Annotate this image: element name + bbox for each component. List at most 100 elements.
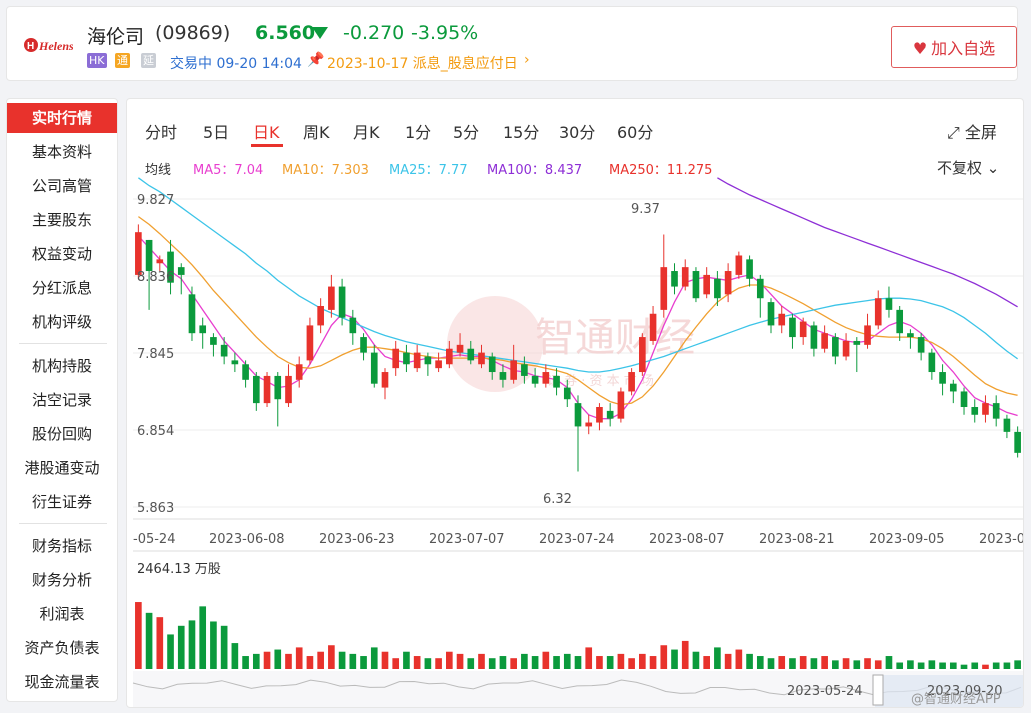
- svg-text:H: H: [27, 41, 34, 52]
- sidebar-item-11[interactable]: 衍生证券: [31, 493, 92, 511]
- tab-6[interactable]: 5分: [453, 123, 480, 142]
- range-selection: [875, 675, 1023, 707]
- add-to-watchlist-button[interactable]: ♥ 加入自选: [891, 26, 1017, 68]
- price-change: -0.270: [343, 22, 405, 44]
- low-label: 6.32: [543, 492, 572, 507]
- candle-body: [188, 294, 196, 334]
- volume-bar: [499, 656, 507, 669]
- sidebar-item-12[interactable]: 财务指标: [31, 537, 92, 555]
- volume-bar: [231, 643, 239, 669]
- candle-body: [864, 325, 871, 345]
- volume-bar: [413, 656, 421, 669]
- candle-body: [756, 278, 764, 299]
- tab-9[interactable]: 60分: [617, 123, 654, 142]
- delayed-badge: 延: [141, 53, 156, 68]
- ma-value-3: MA100：8.437: [487, 163, 583, 178]
- volume-bar: [917, 662, 925, 669]
- tab-7[interactable]: 15分: [503, 123, 540, 142]
- candle-body: [135, 232, 142, 275]
- candle-body: [392, 348, 400, 369]
- range-handle: [872, 674, 884, 706]
- tab-5[interactable]: 1分: [405, 123, 432, 142]
- chevron-right-icon[interactable]: ›: [524, 52, 530, 68]
- candle-body: [563, 387, 571, 400]
- down-arrow-icon: [312, 27, 328, 39]
- volume-bar: [242, 656, 249, 669]
- tab-3[interactable]: 周K: [303, 123, 330, 142]
- volume-bar: [746, 653, 753, 669]
- candle-body: [971, 407, 979, 415]
- candle-body: [220, 344, 228, 357]
- sidebar-item-7[interactable]: 机构持股: [31, 357, 92, 375]
- volume-bar: [360, 656, 367, 669]
- sidebar-item-10[interactable]: 港股通变动: [24, 459, 100, 477]
- volume-bar: [177, 625, 185, 669]
- fullscreen-button[interactable]: ⤢ 全屏: [947, 119, 997, 143]
- volume-bar: [252, 653, 260, 669]
- sidebar-item-16[interactable]: 现金流量表: [24, 673, 100, 691]
- candle-body: [295, 364, 303, 380]
- candle-body: [681, 267, 689, 287]
- candle-body: [799, 321, 807, 338]
- x-tick-label: 2023-08-21: [759, 532, 835, 547]
- volume-bar: [832, 660, 839, 669]
- x-tick-label: 2023-08-07: [649, 532, 725, 547]
- volume-bar: [874, 660, 882, 669]
- ma-line-ma100: [717, 177, 1018, 308]
- sidebar-divider: [19, 343, 107, 344]
- candle-body: [982, 403, 989, 415]
- candle-body: [542, 372, 550, 384]
- x-tick-label: 2023-07-07: [429, 532, 505, 547]
- volume-bar: [349, 653, 357, 669]
- candle-body: [435, 360, 442, 369]
- volume-bar: [156, 617, 164, 669]
- volume-bar: [821, 656, 828, 669]
- candle-body: [649, 313, 657, 341]
- tab-4[interactable]: 月K: [353, 123, 380, 142]
- candle-body: [928, 352, 936, 373]
- tab-1[interactable]: 5日: [203, 123, 230, 142]
- sidebar-item-6[interactable]: 机构评级: [31, 313, 92, 331]
- tab-8[interactable]: 30分: [559, 123, 596, 142]
- candle-body: [306, 325, 314, 361]
- high-label: 9.37: [631, 202, 660, 217]
- y-tick-label: 7.845: [137, 347, 174, 362]
- candle-body: [360, 337, 367, 353]
- dividend-notice[interactable]: 2023-10-17 派息_股息应付日: [327, 56, 518, 72]
- volume-bar: [274, 649, 282, 669]
- candle-body: [853, 340, 861, 345]
- volume-bar: [328, 645, 335, 669]
- sidebar-item-2[interactable]: 公司高管: [31, 177, 92, 195]
- volume-bar: [724, 653, 732, 669]
- candle-body: [338, 286, 346, 318]
- stock-connect-badge: 通: [115, 53, 130, 68]
- candle-body: [585, 422, 593, 427]
- sidebar-item-5[interactable]: 分红派息: [31, 279, 92, 297]
- sidebar-item-14[interactable]: 利润表: [39, 605, 85, 623]
- volume-bar: [199, 606, 207, 669]
- tab-2[interactable]: 日K: [253, 123, 280, 142]
- volume-bar: [370, 647, 378, 669]
- sidebar-item-8[interactable]: 沽空记录: [31, 391, 92, 409]
- volume-bar: [756, 656, 764, 669]
- sidebar: 实时行情基本资料公司高管主要股东权益变动分红派息机构评级机构持股沽空记录股份回购…: [6, 98, 118, 702]
- candle-body: [242, 364, 249, 380]
- sidebar-item-1[interactable]: 基本资料: [31, 143, 92, 161]
- sidebar-item-15[interactable]: 资产负债表: [24, 639, 100, 657]
- volume-label: 2464.13 万股: [137, 562, 221, 577]
- sidebar-item-13[interactable]: 财务分析: [31, 571, 92, 589]
- candle-body: [821, 333, 828, 349]
- candle-body: [832, 337, 839, 357]
- fullscreen-label: 全屏: [964, 123, 997, 142]
- range-end-label: 2023-09-20: [927, 684, 1003, 699]
- candle-body: [381, 372, 389, 388]
- candle-body: [885, 298, 893, 310]
- adjust-select[interactable]: 不复权 ⌄: [937, 157, 999, 178]
- tab-0[interactable]: 分时: [145, 123, 178, 142]
- volume-bar: [542, 651, 550, 669]
- sidebar-item-9[interactable]: 股份回购: [31, 425, 92, 443]
- sidebar-item-0[interactable]: 实时行情: [7, 103, 117, 133]
- sidebar-item-3[interactable]: 主要股东: [31, 211, 92, 229]
- sidebar-item-4[interactable]: 权益变动: [31, 245, 92, 263]
